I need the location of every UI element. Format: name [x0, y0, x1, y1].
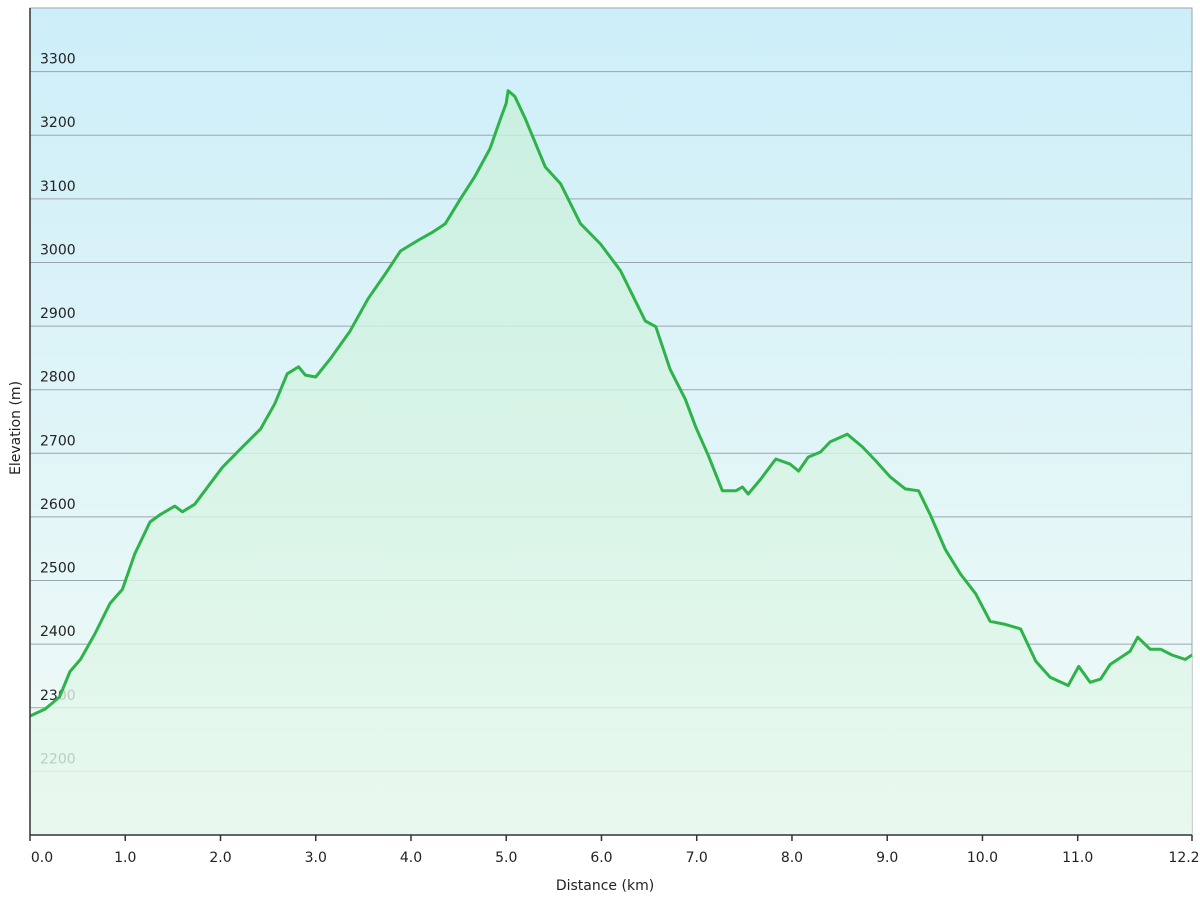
area-fill: [30, 90, 1192, 835]
x-tick-label: 5.0: [495, 850, 517, 866]
x-tick-label: 4.0: [400, 850, 422, 866]
x-tick-label: 7.0: [686, 850, 708, 866]
x-tick-label: 10.0: [967, 850, 998, 866]
x-tick-label: 6.0: [590, 850, 612, 866]
x-tick-label: 8.0: [781, 850, 803, 866]
y-tick-label: 2600: [40, 497, 76, 513]
x-tick-label: 2.0: [209, 850, 231, 866]
y-tick-label: 3300: [40, 52, 76, 68]
x-tick-label: 11.0: [1062, 850, 1093, 866]
y-tick-label: 3000: [40, 242, 76, 258]
x-tick-label: 9.0: [876, 850, 898, 866]
y-tick-label: 2700: [40, 433, 76, 449]
y-tick-label: 2400: [40, 624, 76, 640]
y-tick-label: 2900: [40, 306, 76, 322]
y-axis-label: Elevation (m): [8, 381, 24, 475]
x-tick-label: 1.0: [114, 850, 136, 866]
y-tick-label: 3200: [40, 115, 76, 131]
x-tick-label: 3.0: [305, 850, 327, 866]
y-tick-label: 3100: [40, 179, 76, 195]
x-axis-label: Distance (km): [556, 878, 654, 894]
y-tick-label: 2500: [40, 561, 76, 577]
elevation-line: [29, 89, 1193, 718]
y-tick-label: 2800: [40, 370, 76, 386]
x-tick-label: 0.0: [31, 850, 53, 866]
x-tick-label: 12.2: [1168, 850, 1199, 866]
